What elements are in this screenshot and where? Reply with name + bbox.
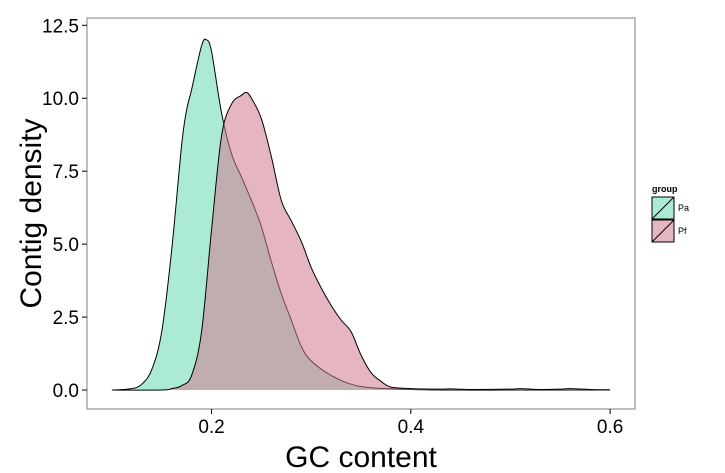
y-axis-ticks: 0.0 2.5 5.0 7.5 10.0 12.5 xyxy=(42,16,87,402)
density-area-pa xyxy=(111,39,611,391)
y-tick-label: 5.0 xyxy=(53,235,79,256)
y-axis-title: Contig density xyxy=(15,118,48,308)
x-tick-label: 0.4 xyxy=(398,417,425,438)
x-axis-title: GC content xyxy=(285,441,437,473)
plot-panel-border xyxy=(86,17,636,410)
x-tick-label: 0.2 xyxy=(198,417,224,438)
legend: group Pa Pf xyxy=(651,184,689,243)
legend-title: group xyxy=(652,184,678,194)
x-axis-ticks: 0.2 0.4 0.6 xyxy=(198,409,623,438)
y-tick-label: 7.5 xyxy=(53,162,79,183)
legend-label-pa: Pa xyxy=(678,203,689,213)
legend-key-diagonal xyxy=(651,196,675,220)
y-tick-label: 12.5 xyxy=(42,16,79,37)
y-tick-label: 0.0 xyxy=(53,381,79,402)
density-outline-pf xyxy=(111,91,611,391)
y-tick-label: 10.0 xyxy=(42,89,79,110)
density-areas xyxy=(111,38,611,391)
x-tick-label: 0.6 xyxy=(597,417,623,438)
density-area-pf xyxy=(111,92,611,391)
legend-key-diagonal xyxy=(651,219,675,243)
legend-label-pf: Pf xyxy=(678,226,687,236)
y-tick-label: 2.5 xyxy=(53,308,79,329)
